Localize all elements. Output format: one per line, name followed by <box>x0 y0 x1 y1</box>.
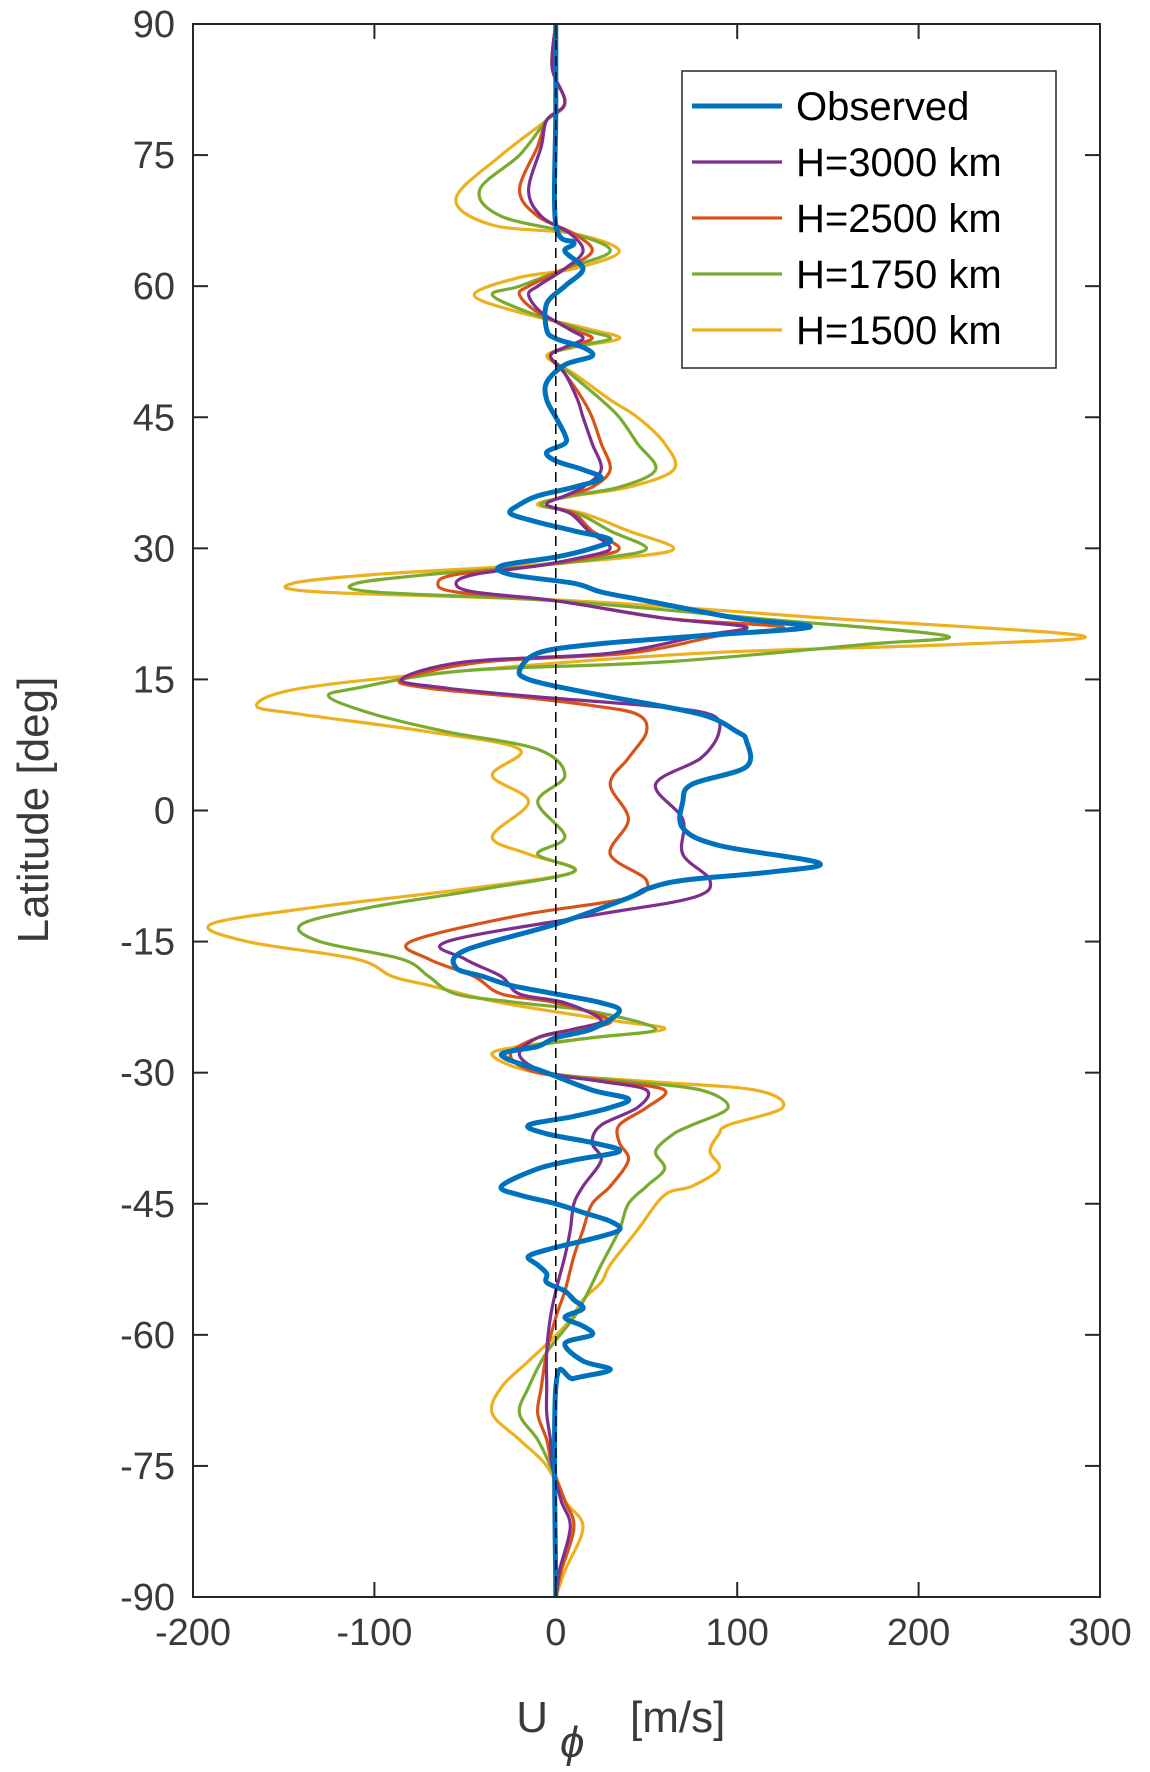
series-line-h-2500-km <box>397 24 786 1597</box>
series-line-observed <box>450 24 823 1597</box>
legend-label: H=1750 km <box>796 253 1002 297</box>
y-tick-label: 60 <box>133 266 175 308</box>
legend-label: H=3000 km <box>796 141 1002 185</box>
series-group <box>206 24 1087 1597</box>
legend: Observed H=3000 km H=2500 km H=1750 km H=150… <box>681 70 1057 369</box>
x-axis-label-main: U <box>516 1693 548 1742</box>
series-line-h-3000-km <box>399 24 749 1597</box>
x-tick-label: 100 <box>705 1612 768 1654</box>
x-axis-label-subscript: ϕ <box>560 1718 584 1767</box>
y-tick-label: 30 <box>133 528 175 570</box>
y-tick-label: -15 <box>120 922 175 964</box>
y-tick-label: -75 <box>120 1446 175 1488</box>
legend-label: H=2500 km <box>796 197 1002 241</box>
y-tick-label: 15 <box>133 659 175 701</box>
x-tick-label: 0 <box>545 1612 566 1654</box>
x-tick-label: -200 <box>155 1612 231 1654</box>
y-axis-label: Latitude [deg] <box>9 677 58 944</box>
legend-label: H=1500 km <box>796 309 1002 353</box>
x-axis-label-unit: [m/s] <box>630 1693 725 1742</box>
x-tick-label: 200 <box>887 1612 950 1654</box>
legend-box <box>681 70 1057 369</box>
y-tick-label: -90 <box>120 1577 175 1619</box>
plot-area <box>192 23 1101 1598</box>
x-tick-label: -100 <box>336 1612 412 1654</box>
legend-label: Observed <box>796 85 969 129</box>
x-axis-label: U ϕ [m/s] <box>516 1693 725 1767</box>
y-tick-label: -45 <box>120 1184 175 1226</box>
y-tick-label: 0 <box>154 791 175 833</box>
y-tick-label: 45 <box>133 397 175 439</box>
y-tick-label: 75 <box>133 135 175 177</box>
y-tick-label: -30 <box>120 1053 175 1095</box>
legend-items: Observed H=3000 km H=2500 km H=1750 km H=150… <box>692 85 1002 353</box>
y-tick-label: 90 <box>133 4 175 46</box>
x-tick-label: 300 <box>1068 1612 1131 1654</box>
axis-ticks: -200 -100 0 100 200 300 90 75 60 45 30 15 0 -15 -30 -45… <box>120 4 1132 1654</box>
y-tick-label: -60 <box>120 1315 175 1357</box>
series-line-h-1750-km <box>296 24 951 1597</box>
